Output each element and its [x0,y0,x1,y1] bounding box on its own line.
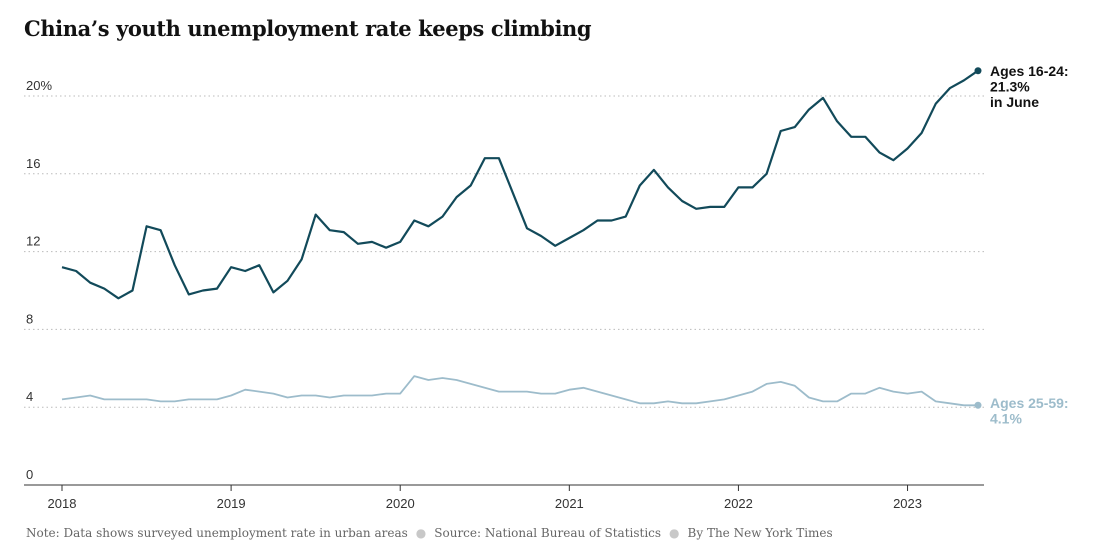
gridlines [24,95,984,408]
y-tick-label: 0 [26,467,33,482]
x-axis: 2018 2019 2020 2021 2022 2023 [24,484,984,511]
footer-credit: By The New York Times [687,526,833,540]
y-tick-label: 8 [26,311,33,326]
series-label: in June [990,94,1039,110]
x-tick-label: 2023 [893,496,922,511]
separator-dot: ● [415,526,427,540]
chart-footer: Note: Data shows surveyed unemployment r… [26,526,833,540]
y-tick-label: 12 [26,234,40,249]
y-tick-label: 4 [26,389,33,404]
series-label: 4.1% [990,411,1022,427]
footer-note: Note: Data shows surveyed unemployment r… [26,526,408,540]
y-axis-ticks: 0 4 8 12 16 20% [26,78,52,482]
series-line-ages-25-59 [61,375,978,407]
series-labels: Ages 16-24:21.3%in June Ages 25-59:4.1% [990,63,1069,427]
x-tick-label: 2022 [724,496,753,511]
x-tick-label: 2020 [386,496,415,511]
footer-source: Source: National Bureau of Statistics [434,526,662,540]
y-tick-label: 20% [26,78,52,93]
series-end-point [974,67,982,75]
separator-dot: ● [669,526,680,540]
series-label: 21.3% [990,79,1030,95]
x-tick-label: 2018 [48,496,77,511]
x-tick-label: 2021 [555,496,584,511]
y-tick-label: 16 [26,156,40,171]
x-tick-label: 2019 [217,496,246,511]
series-lines [61,67,982,409]
series-end-point [974,401,982,409]
series-label: Ages 16-24: [990,63,1069,79]
series-line-ages-16-24 [61,69,979,300]
chart-title: China’s youth unemployment rate keeps cl… [24,16,592,41]
series-label: Ages 25-59: [990,395,1069,411]
